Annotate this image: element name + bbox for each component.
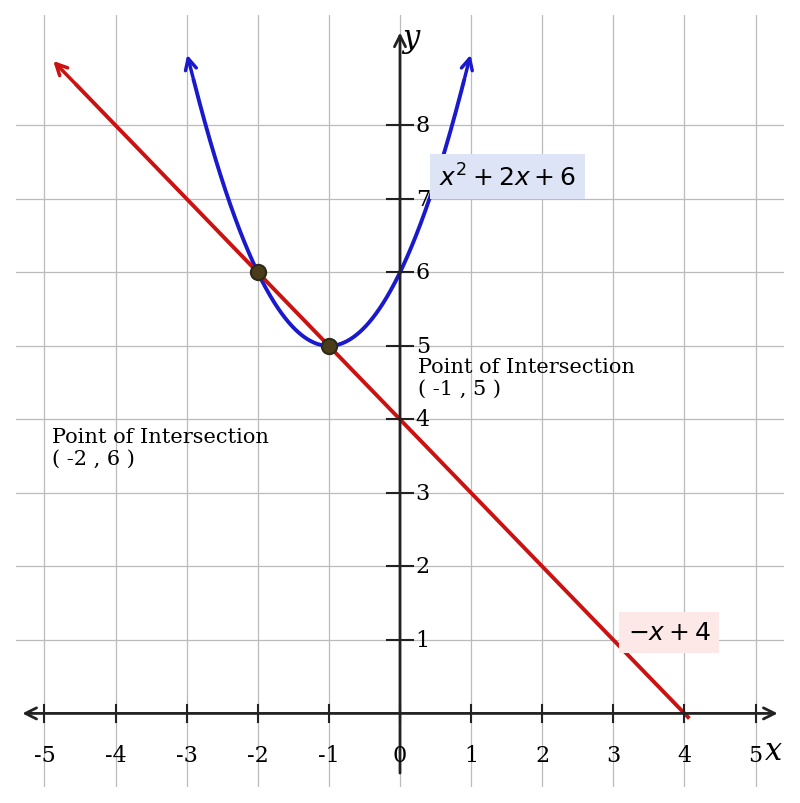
Text: 8: 8 [416, 115, 430, 137]
Text: x: x [765, 735, 782, 766]
Text: 2: 2 [535, 744, 550, 766]
Text: 5: 5 [749, 744, 762, 766]
Text: 4: 4 [416, 409, 430, 431]
Text: -3: -3 [176, 744, 198, 766]
Text: 0: 0 [393, 744, 407, 766]
Text: 1: 1 [416, 629, 430, 651]
Text: 3: 3 [606, 744, 621, 766]
Text: y: y [402, 22, 419, 54]
Text: 6: 6 [416, 262, 430, 284]
Text: $x^2 + 2x + 6$: $x^2 + 2x + 6$ [439, 164, 576, 191]
Text: $-x + 4$: $-x + 4$ [627, 622, 710, 644]
Text: 4: 4 [678, 744, 691, 766]
Text: -4: -4 [105, 744, 126, 766]
Text: Point of Intersection
( -1 , 5 ): Point of Intersection ( -1 , 5 ) [418, 357, 634, 398]
Text: 5: 5 [416, 336, 430, 357]
Text: -2: -2 [247, 744, 269, 766]
Text: -1: -1 [318, 744, 340, 766]
Text: 7: 7 [416, 189, 430, 210]
Text: 1: 1 [464, 744, 478, 766]
Text: 3: 3 [416, 483, 430, 504]
Text: -5: -5 [34, 744, 55, 766]
Text: Point of Intersection
( -2 , 6 ): Point of Intersection ( -2 , 6 ) [51, 427, 269, 468]
Text: 2: 2 [416, 556, 430, 577]
